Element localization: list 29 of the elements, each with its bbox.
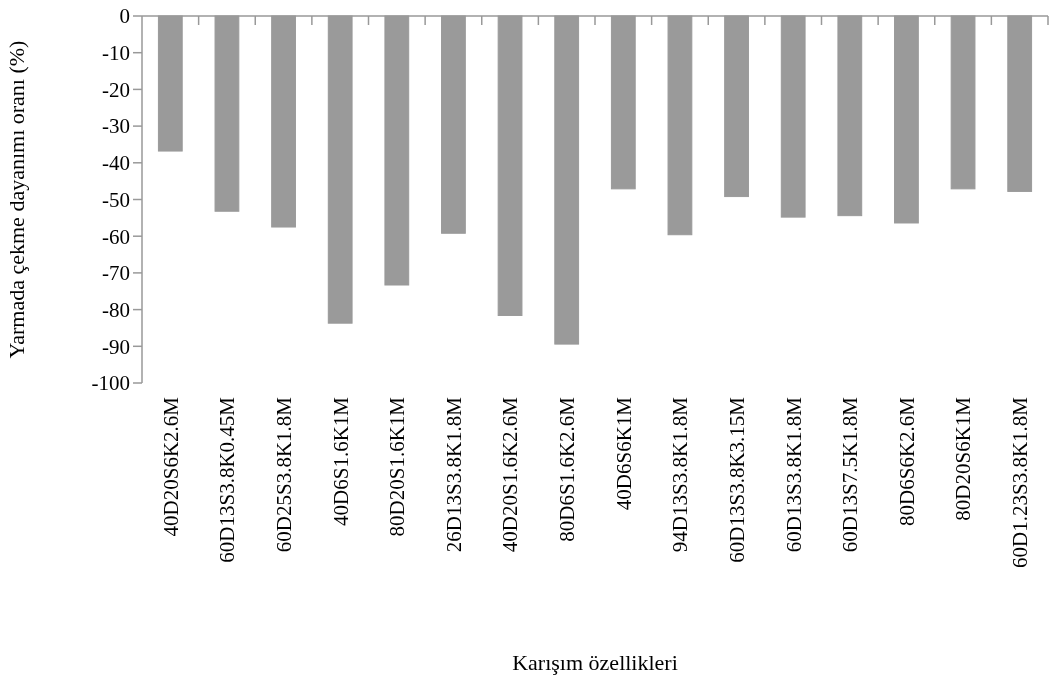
x-tick-label: 60D13S3.8K1.8M	[781, 396, 806, 553]
x-tick-label: 60D13S3.8K3.15M	[724, 396, 749, 563]
x-tick-label: 40D20S6K2.6M	[158, 396, 183, 537]
y-tick-label: -20	[102, 77, 130, 102]
x-tick-label: 40D6S6K1M	[611, 396, 636, 511]
y-tick-label: -80	[102, 297, 130, 322]
y-tick-label: 0	[119, 4, 130, 29]
y-tick-label: -60	[102, 224, 130, 249]
x-tick-label: 60D13S7.5K1.8M	[838, 396, 863, 553]
x-tick-label: 94D13S3.8K1.8M	[668, 396, 693, 553]
x-tick-label: 60D13S3.8K0.45M	[215, 396, 240, 563]
y-tick-label: -50	[102, 187, 130, 212]
y-tick-label: -30	[102, 114, 130, 139]
x-tick-label: 40D6S1.6K1M	[328, 396, 353, 526]
x-tick-label: 60D25S3.8K1.8M	[271, 396, 296, 553]
x-tick-label: 80D20S1.6K1M	[385, 396, 410, 537]
x-tick-label: 60D1.23S3.8K1.8M	[1008, 396, 1033, 568]
x-tick-label: 80D20S6K1M	[951, 396, 976, 521]
x-tick-label: 26D13S3.8K1.8M	[441, 396, 466, 553]
x-tick-label: 80D6S1.6K2.6M	[555, 396, 580, 542]
y-tick-label: -40	[102, 151, 130, 176]
y-tick-label: -70	[102, 261, 130, 286]
y-tick-label: -90	[102, 334, 130, 359]
y-tick-label: -10	[102, 41, 130, 66]
x-tick-label: 40D20S1.6K2.6M	[498, 396, 523, 553]
x-tick-label: 80D6S6K2.6M	[894, 396, 919, 526]
y-tick-label: -100	[91, 371, 130, 396]
y-axis-title: Yarmada çekme dayanımı oranı (%)	[4, 40, 29, 359]
x-axis-title: Karışım özellikleri	[512, 650, 678, 675]
